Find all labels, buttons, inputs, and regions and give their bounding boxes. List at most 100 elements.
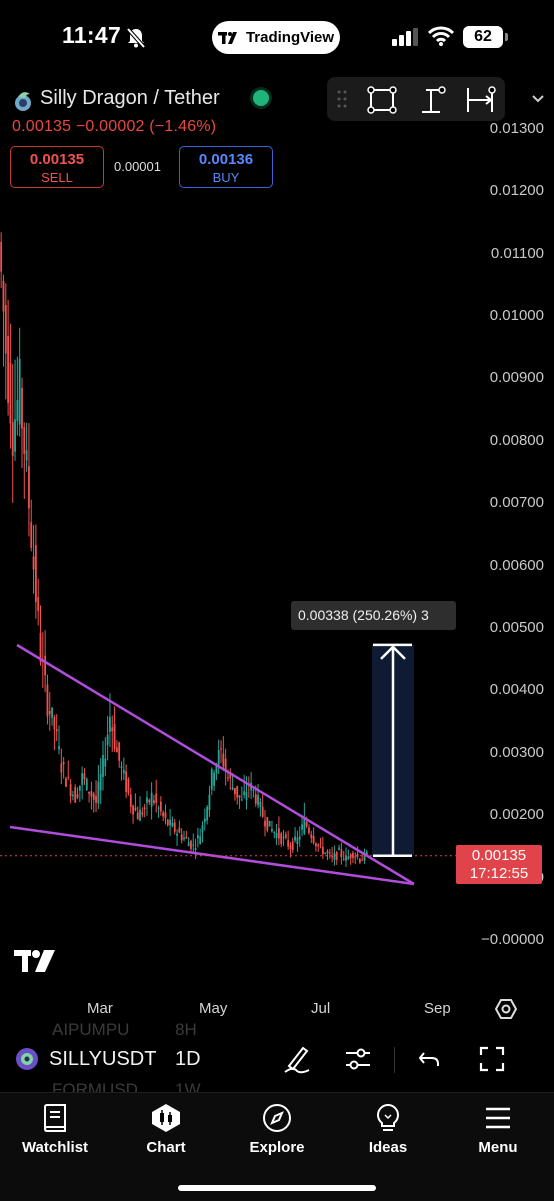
signal-icon — [392, 28, 418, 46]
sell-price: 0.00135 — [29, 151, 85, 168]
tab-ideas-label: Ideas — [368, 1139, 408, 1156]
price-range-tool-icon[interactable] — [416, 84, 446, 116]
compass-icon — [263, 1104, 291, 1132]
candle-body — [95, 795, 97, 803]
candle-body — [326, 851, 329, 854]
time-axis-label: May — [199, 1000, 228, 1017]
candle-body — [55, 728, 58, 732]
candle-body — [65, 778, 67, 787]
candle-body — [58, 746, 60, 750]
candle-body — [164, 812, 167, 818]
candle-body — [21, 387, 23, 429]
candle-body — [53, 717, 56, 730]
candle-body — [275, 833, 278, 838]
settings-icon[interactable] — [495, 998, 517, 1020]
candle-body — [210, 769, 213, 790]
candle-body — [92, 793, 95, 800]
candle-body — [120, 766, 123, 768]
tab-bar: Watchlist Chart Explore Ideas Menu — [0, 1092, 554, 1201]
candle-body — [178, 827, 181, 833]
candle-body — [162, 812, 165, 817]
candle-body — [85, 779, 88, 790]
candle-body — [153, 800, 155, 804]
candle-body — [245, 792, 248, 800]
candle-body — [220, 748, 222, 750]
candle-body — [122, 769, 125, 774]
ghost-symbol-1: AIPUMPU — [52, 1020, 130, 1039]
candle-body — [213, 772, 215, 786]
buy-button[interactable]: 0.00136 BUY — [179, 146, 273, 188]
candle-body — [180, 834, 183, 841]
pair-title[interactable]: Silly Dragon / Tether — [40, 87, 220, 109]
candle-body — [287, 840, 290, 847]
tab-menu[interactable]: Menu — [453, 1103, 543, 1156]
candle-body — [224, 758, 227, 771]
candle-body — [134, 807, 137, 811]
candle-body — [363, 852, 366, 861]
fullscreen-icon[interactable] — [479, 1046, 505, 1072]
candle-body — [125, 771, 128, 793]
candle-body — [222, 753, 225, 767]
candle-body — [11, 422, 14, 456]
candle-body — [81, 773, 84, 785]
symbol-selector[interactable]: SILLYUSDT — [49, 1048, 157, 1070]
chevron-down-icon[interactable] — [532, 94, 544, 104]
drag-handle-icon[interactable] — [337, 90, 347, 108]
interval-selector[interactable]: 1D — [175, 1048, 201, 1070]
rectangle-tool-icon[interactable] — [367, 86, 397, 114]
tab-explore-label: Explore — [249, 1139, 305, 1156]
candle-body — [67, 777, 70, 779]
candle-body — [32, 556, 35, 570]
tab-chart[interactable]: Chart — [121, 1103, 211, 1156]
buy-label: BUY — [212, 170, 240, 185]
candle-body — [166, 819, 169, 826]
candle-body — [48, 710, 51, 715]
app-pill[interactable]: TradingView — [212, 21, 340, 54]
candle-body — [280, 833, 283, 845]
candle-body — [199, 836, 202, 844]
candle-body — [136, 812, 139, 820]
measure-label: 0.00338 (250.26%) 3 — [291, 601, 456, 630]
candle-body — [243, 791, 246, 796]
candle-body — [83, 773, 86, 780]
candle-body — [39, 632, 42, 663]
candle-body — [14, 419, 16, 452]
candle-body — [289, 845, 292, 850]
price-axis-label: 0.00700 — [489, 494, 544, 512]
candle-body — [72, 794, 74, 797]
undo-icon[interactable] — [418, 1049, 442, 1069]
candle-body — [298, 836, 301, 840]
candle-body — [252, 790, 255, 792]
price-chart[interactable] — [0, 115, 554, 995]
tab-ideas[interactable]: Ideas — [343, 1103, 433, 1156]
drawing-pen-icon[interactable] — [283, 1044, 311, 1074]
sell-button[interactable]: 0.00135 SELL — [10, 146, 104, 188]
candle-body — [291, 841, 294, 851]
price-axis-label: 0.01300 — [489, 119, 544, 137]
dragon-coin-icon — [15, 92, 31, 111]
candle-body — [229, 772, 232, 779]
candle-body — [159, 801, 162, 812]
candle-body — [169, 819, 172, 826]
candle-body — [310, 834, 313, 839]
candle-body — [176, 833, 178, 836]
indicators-settings-icon[interactable] — [344, 1046, 372, 1072]
candle-body — [23, 427, 26, 454]
candle-body — [102, 755, 104, 777]
symbol-avatar-icon — [16, 1048, 38, 1070]
price-axis-label: 0.00900 — [489, 369, 544, 387]
date-range-tool-icon[interactable] — [465, 86, 497, 114]
candle-body — [361, 859, 364, 861]
candle-body — [115, 747, 118, 753]
candle-body — [238, 795, 241, 798]
candle-body — [349, 854, 352, 859]
app-pill-label: TradingView — [245, 29, 335, 46]
chart-bottom-toolbar — [0, 1036, 554, 1086]
candle-body — [264, 820, 266, 827]
candle-body — [155, 793, 158, 803]
candle-body — [99, 773, 102, 791]
candle-body — [305, 821, 308, 827]
tab-explore[interactable]: Explore — [232, 1103, 322, 1156]
market-status-dot — [253, 90, 269, 106]
tab-watchlist[interactable]: Watchlist — [10, 1103, 100, 1156]
